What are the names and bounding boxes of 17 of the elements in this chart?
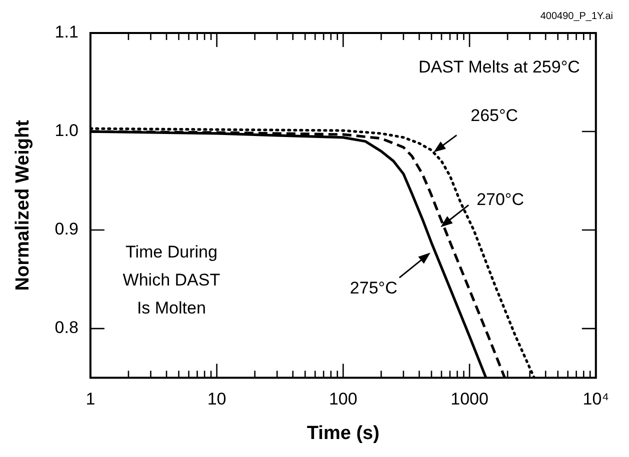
x-tick-label: 1000 <box>450 390 488 409</box>
annotation: 265°C <box>470 106 518 125</box>
annotation: 275°C <box>350 278 398 298</box>
text: 400490_P_1Y.ai <box>540 10 613 22</box>
annotation: Time During Which DAST Is Molten <box>122 242 220 318</box>
y-axis-title: Normalized Weight <box>12 119 34 291</box>
y-tick-label: 0.8 <box>54 318 78 338</box>
x-tick-label: 10 <box>207 390 226 409</box>
y-tick-label: 0.9 <box>54 220 78 239</box>
x-tick-label: 100 <box>328 390 358 409</box>
y-tick-label: 1.0 <box>54 121 78 140</box>
annotation: 270°C <box>476 190 524 209</box>
x-tick-label: 1 <box>86 390 96 409</box>
x-tick-label: 10⁴ <box>582 390 609 409</box>
annotation: DAST Melts at 259°C <box>418 58 580 77</box>
y-tick-label: 1.1 <box>54 22 78 42</box>
x-axis-title: Time (s) <box>306 422 380 444</box>
